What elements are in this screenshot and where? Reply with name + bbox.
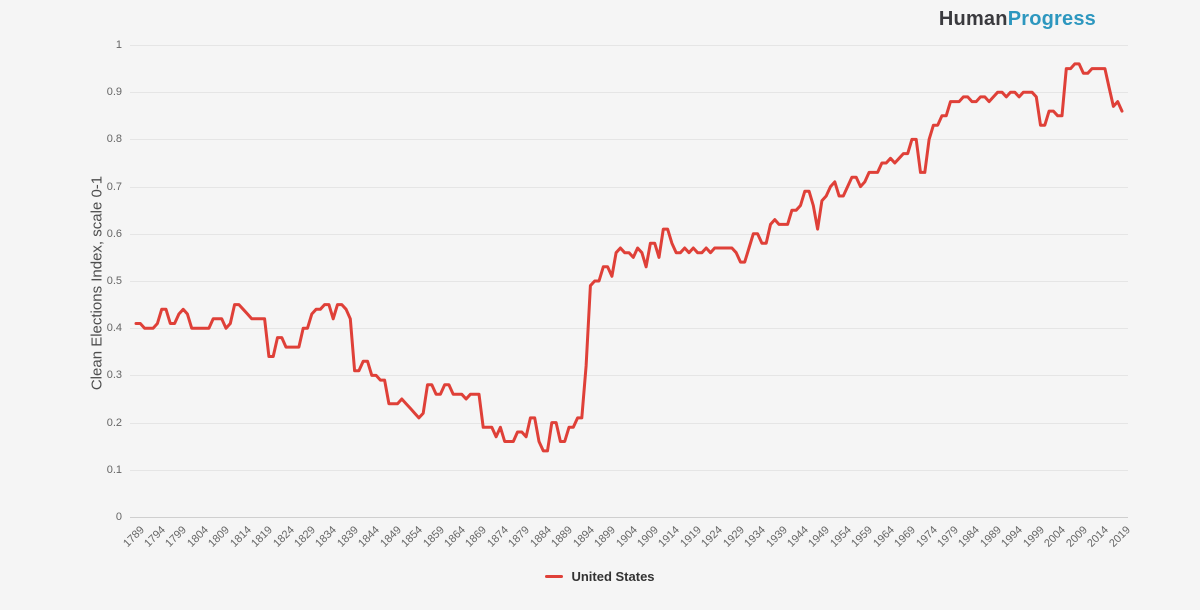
- humanprogress-logo: HumanProgress: [939, 8, 1096, 31]
- x-tick-label: 1989: [978, 524, 1004, 550]
- x-tick-label: 1789: [120, 524, 147, 550]
- legend: United States: [0, 569, 1200, 584]
- x-tick-label: 2009: [1063, 524, 1090, 550]
- x-tick-label: 1824: [270, 524, 297, 550]
- x-tick-label: 1879: [506, 524, 533, 550]
- x-tick-label: 1994: [999, 524, 1026, 550]
- x-tick-label: 1889: [549, 524, 576, 550]
- x-tick-label: 1844: [356, 524, 383, 550]
- gridline: [130, 139, 1128, 141]
- x-tick-label: 1934: [742, 524, 769, 550]
- x-tick-label: 1814: [227, 524, 254, 550]
- plot-area: [130, 45, 1128, 518]
- y-tick-label: 0.8: [106, 133, 122, 146]
- x-tick-label: 1909: [635, 524, 661, 550]
- x-tick-label: 1999: [1020, 524, 1047, 550]
- x-tick-label: 1874: [485, 524, 511, 550]
- x-tick-label: 1799: [163, 524, 190, 550]
- gridline: [130, 328, 1128, 330]
- gridline: [130, 281, 1128, 282]
- gridline: [130, 233, 1128, 235]
- gridline: [130, 186, 1128, 188]
- gridline: [130, 422, 1128, 424]
- data-line: [134, 62, 1124, 453]
- x-tick-label: 1899: [592, 524, 619, 550]
- gridline: [130, 92, 1128, 94]
- x-tick-label: 1894: [570, 524, 597, 550]
- x-tick-label: 1854: [399, 524, 426, 550]
- logo-text-progress: Progress: [1007, 8, 1096, 30]
- y-tick-label: 0.2: [106, 416, 122, 429]
- x-tick-label: 2004: [1042, 524, 1069, 550]
- y-tick-label: 0.7: [106, 180, 122, 193]
- gridline: [130, 469, 1128, 471]
- x-tick-label: 1834: [313, 524, 340, 550]
- y-tick-label: 1: [115, 39, 122, 51]
- x-tick-label: 1884: [527, 524, 554, 550]
- y-axis-title: Clean Elections Index, scale 0-1: [88, 175, 106, 391]
- x-tick-label: 1979: [935, 524, 962, 550]
- x-tick-label: 1829: [292, 524, 318, 550]
- x-tick-label: 1804: [184, 524, 211, 550]
- y-tick-label: 0.1: [106, 463, 122, 476]
- x-tick-label: 1959: [849, 524, 876, 550]
- y-tick-label: 0.5: [106, 275, 122, 287]
- legend-item-united-states[interactable]: United States: [545, 569, 655, 584]
- x-tick-label: 1969: [892, 524, 919, 550]
- x-tick-label: 1949: [806, 524, 833, 550]
- x-tick-label: 2019: [1106, 524, 1133, 550]
- x-tick-label: 1869: [463, 524, 490, 550]
- gridline: [130, 375, 1128, 377]
- x-tick-label: 1964: [870, 524, 897, 550]
- x-tick-label: 1794: [142, 524, 168, 550]
- legend-line-swatch: [545, 575, 564, 578]
- x-tick-label: 1954: [828, 524, 854, 550]
- x-tick-label: 1924: [699, 524, 726, 550]
- x-tick-label: 1939: [763, 524, 790, 550]
- y-tick-label: 0.4: [106, 322, 122, 335]
- x-tick-label: 1809: [206, 524, 233, 550]
- y-tick-label: 0: [115, 511, 122, 523]
- line-series-united-states: [134, 62, 1124, 453]
- x-tick-label: 1849: [377, 524, 404, 550]
- x-tick-label: 1904: [613, 524, 640, 550]
- y-tick-label: 0.6: [106, 227, 122, 240]
- x-tick-label: 1974: [913, 524, 940, 550]
- logo-text-human: Human: [938, 8, 1008, 30]
- legend-label: United States: [571, 569, 655, 584]
- y-tick-label: 0.3: [106, 369, 122, 382]
- y-tick-label: 0.9: [106, 86, 122, 99]
- x-tick-label: 1944: [785, 524, 811, 550]
- x-tick-label: 1914: [656, 524, 683, 550]
- x-axis-line: [130, 517, 1128, 518]
- x-tick-label: 1919: [677, 524, 704, 550]
- gridline: [130, 45, 1128, 46]
- x-tick-label: 1984: [956, 524, 983, 550]
- x-tick-label: 1839: [335, 524, 361, 550]
- x-tick-label: 1859: [420, 524, 447, 550]
- x-tick-label: 2014: [1085, 524, 1112, 550]
- x-tick-label: 1864: [442, 524, 469, 550]
- x-tick-label: 1819: [249, 524, 276, 550]
- x-tick-label: 1929: [720, 524, 747, 550]
